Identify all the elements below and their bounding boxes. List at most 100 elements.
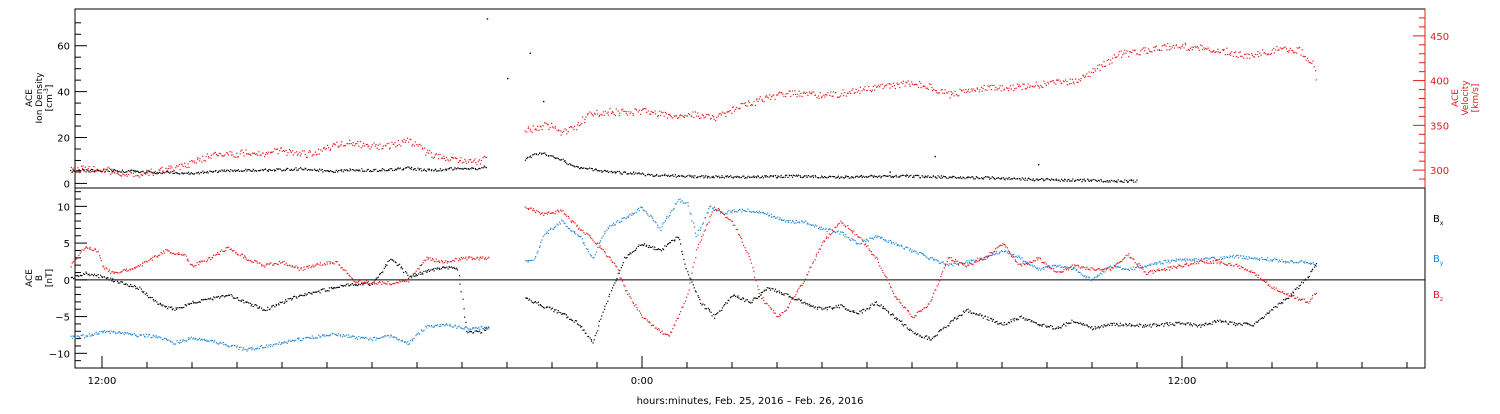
data-point: [1273, 48, 1274, 49]
data-point: [1135, 325, 1136, 326]
data-point: [1043, 267, 1044, 268]
data-point: [901, 175, 902, 176]
data-point: [625, 258, 626, 259]
data-point: [193, 266, 194, 267]
data-point: [381, 272, 382, 273]
data-point: [571, 222, 572, 223]
data-point: [312, 170, 313, 171]
data-point: [320, 170, 321, 171]
data-point: [460, 160, 461, 161]
data-point: [446, 267, 447, 268]
data-point: [196, 302, 197, 303]
data-point: [443, 262, 444, 263]
data-point: [124, 269, 125, 270]
data-point: [819, 248, 820, 249]
data-point: [277, 149, 278, 150]
data-point: [316, 292, 317, 293]
data-point: [465, 326, 466, 327]
data-point: [1254, 323, 1255, 324]
data-point: [724, 214, 725, 215]
data-point: [314, 265, 315, 266]
data-point: [613, 172, 614, 173]
data-point: [237, 157, 238, 158]
data-point: [1058, 180, 1059, 181]
data-point: [274, 263, 275, 264]
data-point: [401, 266, 402, 267]
data-point: [652, 218, 653, 219]
data-point: [1220, 320, 1221, 321]
data-point: [725, 113, 726, 114]
data-point: [113, 331, 114, 332]
data-point: [173, 253, 174, 254]
data-point: [376, 148, 377, 149]
data-point: [1293, 52, 1294, 53]
data-point: [1245, 258, 1246, 259]
data-point: [739, 209, 740, 210]
data-point: [772, 95, 773, 96]
data-point: [242, 350, 243, 351]
data-point: [459, 168, 460, 169]
data-point: [1224, 258, 1225, 259]
data-point: [698, 295, 699, 296]
bottom-left-tick-label: −5: [55, 313, 70, 324]
data-point: [552, 126, 553, 127]
data-point: [996, 251, 997, 252]
data-point: [628, 111, 629, 112]
data-point: [937, 175, 938, 176]
data-point: [963, 311, 964, 312]
data-point: [885, 175, 886, 176]
data-point: [594, 241, 595, 242]
data-point: [841, 93, 842, 94]
data-point: [930, 177, 931, 178]
data-point: [779, 314, 780, 315]
data-point: [1302, 49, 1303, 50]
data-point: [557, 312, 558, 313]
data-point: [700, 230, 701, 231]
data-point: [722, 112, 723, 113]
data-point: [928, 337, 929, 338]
data-point: [450, 167, 451, 168]
data-point: [89, 166, 90, 167]
data-point: [371, 171, 372, 172]
data-point: [119, 283, 120, 284]
data-point: [885, 308, 886, 309]
data-point: [546, 233, 547, 234]
data-point: [448, 160, 449, 161]
data-point: [914, 251, 915, 252]
data-point: [965, 89, 966, 90]
series-By: [71, 198, 1318, 351]
data-point: [1022, 84, 1023, 85]
data-point: [160, 173, 161, 174]
data-point: [216, 254, 217, 255]
data-point: [1163, 326, 1164, 327]
data-point: [528, 300, 529, 301]
data-point: [72, 168, 73, 169]
data-point: [921, 87, 922, 88]
data-point: [352, 169, 353, 170]
data-point: [307, 157, 308, 158]
data-point: [945, 176, 946, 177]
data-point: [431, 169, 432, 170]
data-point: [1055, 84, 1056, 85]
data-point: [433, 259, 434, 260]
data-point: [160, 168, 161, 169]
data-point: [1190, 323, 1191, 324]
data-point: [590, 254, 591, 255]
data-point: [1093, 279, 1094, 280]
data-point: [176, 172, 177, 173]
data-point: [705, 229, 706, 230]
data-point: [1139, 324, 1140, 325]
data-point: [1118, 266, 1119, 267]
data-point: [1197, 326, 1198, 327]
data-point: [604, 306, 605, 307]
data-point: [173, 343, 174, 344]
data-point: [263, 265, 264, 266]
data-point: [1301, 260, 1302, 261]
data-point: [571, 127, 572, 128]
data-point: [575, 233, 576, 234]
data-point: [813, 177, 814, 178]
data-point: [1147, 325, 1148, 326]
data-point: [1059, 265, 1060, 266]
data-point: [633, 303, 634, 304]
